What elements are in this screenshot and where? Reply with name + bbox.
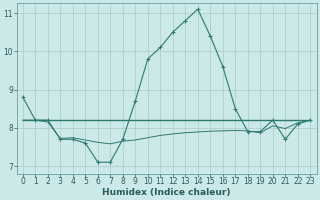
X-axis label: Humidex (Indice chaleur): Humidex (Indice chaleur)	[102, 188, 231, 197]
